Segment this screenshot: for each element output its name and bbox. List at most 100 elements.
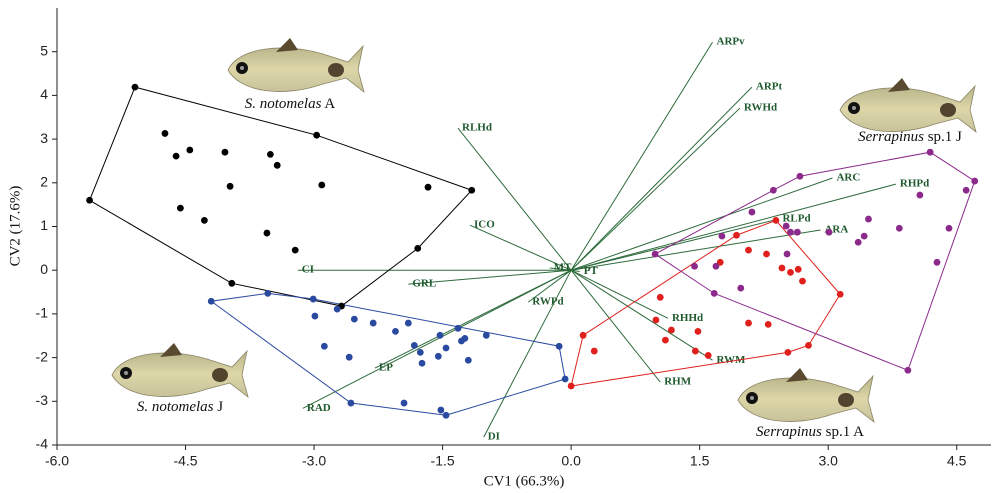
loading-vector [570, 41, 713, 271]
x-tick-label: 3.0 [818, 453, 838, 469]
point [651, 250, 659, 258]
vector-label: RHHd [672, 312, 703, 324]
point [793, 228, 801, 236]
vector-label: RHM [664, 376, 692, 388]
point [769, 186, 777, 194]
point [945, 224, 953, 232]
point [836, 290, 844, 298]
loading-vector [570, 269, 661, 383]
point [667, 326, 675, 334]
vector-label: RWHd [744, 102, 777, 114]
point [745, 319, 752, 327]
point [424, 183, 432, 191]
point [933, 258, 941, 266]
group: A [324, 96, 335, 112]
y-tick-label: -2 [36, 348, 49, 364]
vector-label: RLPd [782, 213, 810, 225]
point [772, 216, 780, 224]
loading-vector [408, 269, 572, 285]
point [161, 130, 169, 137]
point [226, 182, 234, 190]
loading-vector [527, 269, 572, 303]
group-hull [88, 86, 473, 307]
point [799, 277, 806, 285]
vector-label: RAD [307, 402, 331, 414]
point [454, 324, 462, 332]
species: Serrapinus [756, 424, 822, 440]
point [186, 146, 194, 154]
point [579, 331, 587, 339]
point [442, 344, 450, 352]
point [464, 356, 472, 364]
vector-label: RHPd [900, 178, 929, 190]
point [482, 331, 490, 339]
point [172, 152, 180, 160]
point [264, 289, 272, 297]
group-label: S. notomelas A [245, 96, 336, 112]
point [794, 265, 802, 273]
point [418, 359, 426, 367]
loading-vector [570, 107, 741, 271]
loading-vector [570, 269, 669, 319]
y-tick-label: 3 [40, 130, 48, 146]
loading-vector [570, 86, 753, 271]
point [825, 228, 833, 236]
point [787, 228, 794, 236]
vector-label: CI [302, 264, 314, 276]
x-tick-label: -4.5 [173, 453, 197, 469]
point [313, 131, 321, 139]
species: S. notomelas [137, 399, 214, 415]
point [778, 264, 786, 272]
group-hull [570, 219, 841, 387]
point [904, 366, 912, 374]
vector-label: GRL [412, 278, 436, 290]
point [712, 262, 720, 270]
point [200, 216, 208, 224]
fish-image [227, 37, 365, 93]
group: sp.1 J [928, 129, 962, 145]
point [266, 150, 274, 158]
point [787, 268, 794, 276]
point [661, 336, 669, 344]
point [437, 406, 445, 414]
group-label: Serrapinus sp.1 A [756, 424, 864, 440]
point [311, 312, 319, 320]
x-tick-label: 1.5 [690, 453, 710, 469]
point [656, 293, 664, 301]
point [652, 316, 660, 324]
vector-label: ARPv [717, 36, 746, 48]
point [805, 341, 812, 349]
vector-label: RWPd [532, 296, 563, 308]
point [854, 238, 862, 246]
point [733, 231, 740, 239]
point [555, 342, 563, 350]
vector-label: DI [488, 431, 500, 443]
point [347, 399, 355, 407]
point [745, 246, 752, 254]
point [207, 297, 215, 305]
fish-image [839, 77, 977, 133]
y-tick-label: 5 [40, 42, 48, 58]
point [971, 177, 979, 185]
group-label: S. notomelas J [137, 399, 223, 415]
vector-label: ARC [836, 172, 860, 184]
point [567, 382, 575, 390]
point [784, 348, 792, 356]
point [416, 348, 424, 356]
point [318, 181, 326, 189]
point [369, 319, 377, 327]
y-tick-label: 4 [40, 86, 48, 102]
point [764, 320, 772, 328]
loading-vector [571, 183, 897, 271]
point [468, 186, 476, 194]
point [704, 352, 712, 359]
point [414, 244, 422, 252]
point [392, 327, 399, 335]
species: Serrapinus [858, 129, 924, 145]
plot-area: -6.0 -4.5 -3.0 -1.5 0.0 1.5 3.0 4.5 -4 -3 -2 -1 0 1 2 3… [36, 8, 991, 469]
x-axis-title: CV1 (66.3%) [484, 473, 565, 489]
point [404, 319, 412, 327]
loading-vector [469, 224, 572, 271]
y-tick-label: -4 [36, 436, 49, 452]
